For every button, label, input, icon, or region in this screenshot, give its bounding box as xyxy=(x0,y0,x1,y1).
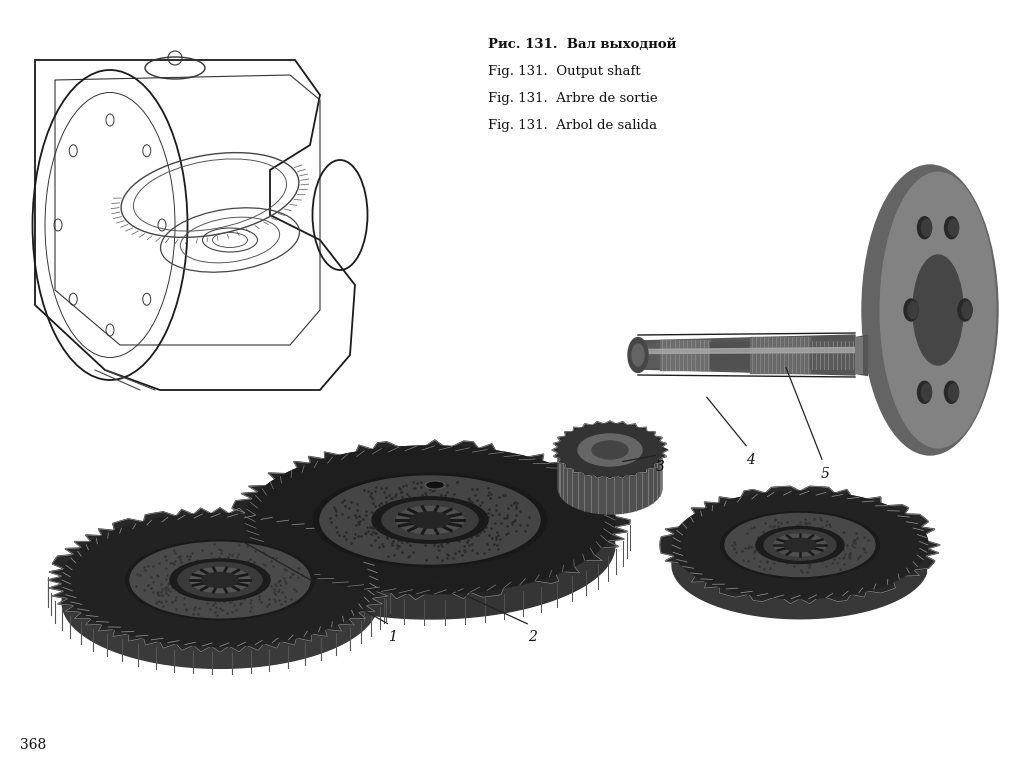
Ellipse shape xyxy=(454,522,470,528)
Polygon shape xyxy=(558,450,662,514)
Ellipse shape xyxy=(410,512,450,528)
Polygon shape xyxy=(660,340,710,370)
Polygon shape xyxy=(750,337,810,373)
Polygon shape xyxy=(62,559,376,668)
Ellipse shape xyxy=(944,382,958,404)
Ellipse shape xyxy=(784,538,816,552)
Ellipse shape xyxy=(170,559,270,601)
Ellipse shape xyxy=(382,501,478,539)
Ellipse shape xyxy=(427,481,443,488)
Polygon shape xyxy=(552,421,668,479)
Polygon shape xyxy=(230,440,630,600)
Text: Fig. 131.  Output shaft: Fig. 131. Output shaft xyxy=(488,65,641,78)
Ellipse shape xyxy=(948,219,958,237)
Ellipse shape xyxy=(672,491,928,599)
Ellipse shape xyxy=(632,344,644,366)
Ellipse shape xyxy=(126,540,314,620)
Text: Fig. 131.  Arbre de sortie: Fig. 131. Arbre de sortie xyxy=(488,92,657,105)
Ellipse shape xyxy=(918,217,932,239)
Ellipse shape xyxy=(592,441,628,459)
Ellipse shape xyxy=(202,572,238,588)
Ellipse shape xyxy=(178,562,262,597)
Ellipse shape xyxy=(764,530,836,560)
Ellipse shape xyxy=(756,526,844,564)
Ellipse shape xyxy=(962,301,972,318)
Ellipse shape xyxy=(881,172,995,448)
Ellipse shape xyxy=(958,299,972,321)
Ellipse shape xyxy=(130,542,310,618)
Ellipse shape xyxy=(62,513,378,646)
Polygon shape xyxy=(48,507,392,652)
Ellipse shape xyxy=(948,384,958,401)
Ellipse shape xyxy=(392,507,408,513)
Text: 1: 1 xyxy=(387,630,396,644)
Polygon shape xyxy=(638,335,855,375)
Text: 368: 368 xyxy=(20,738,46,752)
Ellipse shape xyxy=(922,219,932,237)
Ellipse shape xyxy=(396,507,464,533)
Ellipse shape xyxy=(321,476,540,564)
Ellipse shape xyxy=(313,473,547,567)
Polygon shape xyxy=(810,341,855,369)
Ellipse shape xyxy=(190,568,250,593)
Ellipse shape xyxy=(922,384,932,401)
Polygon shape xyxy=(672,536,927,619)
Polygon shape xyxy=(638,343,660,367)
Ellipse shape xyxy=(913,255,963,365)
Polygon shape xyxy=(245,501,614,619)
Ellipse shape xyxy=(721,512,880,578)
Ellipse shape xyxy=(774,534,826,556)
Ellipse shape xyxy=(578,434,642,466)
Text: 5: 5 xyxy=(820,467,829,481)
Polygon shape xyxy=(710,342,750,368)
Ellipse shape xyxy=(245,446,615,594)
Polygon shape xyxy=(660,486,940,604)
Text: 2: 2 xyxy=(527,630,537,644)
Text: Fig. 131.  Arbol de salida: Fig. 131. Arbol de salida xyxy=(488,119,657,132)
Ellipse shape xyxy=(862,165,998,455)
Text: 4: 4 xyxy=(745,453,755,467)
Ellipse shape xyxy=(372,497,488,543)
Ellipse shape xyxy=(558,424,662,476)
Ellipse shape xyxy=(944,217,958,239)
Text: 3: 3 xyxy=(655,460,665,474)
Ellipse shape xyxy=(918,382,932,404)
Ellipse shape xyxy=(908,301,918,318)
Ellipse shape xyxy=(904,299,918,321)
Text: Рис. 131.  Вал выходной: Рис. 131. Вал выходной xyxy=(488,38,677,51)
Ellipse shape xyxy=(725,513,874,577)
Ellipse shape xyxy=(628,337,648,372)
